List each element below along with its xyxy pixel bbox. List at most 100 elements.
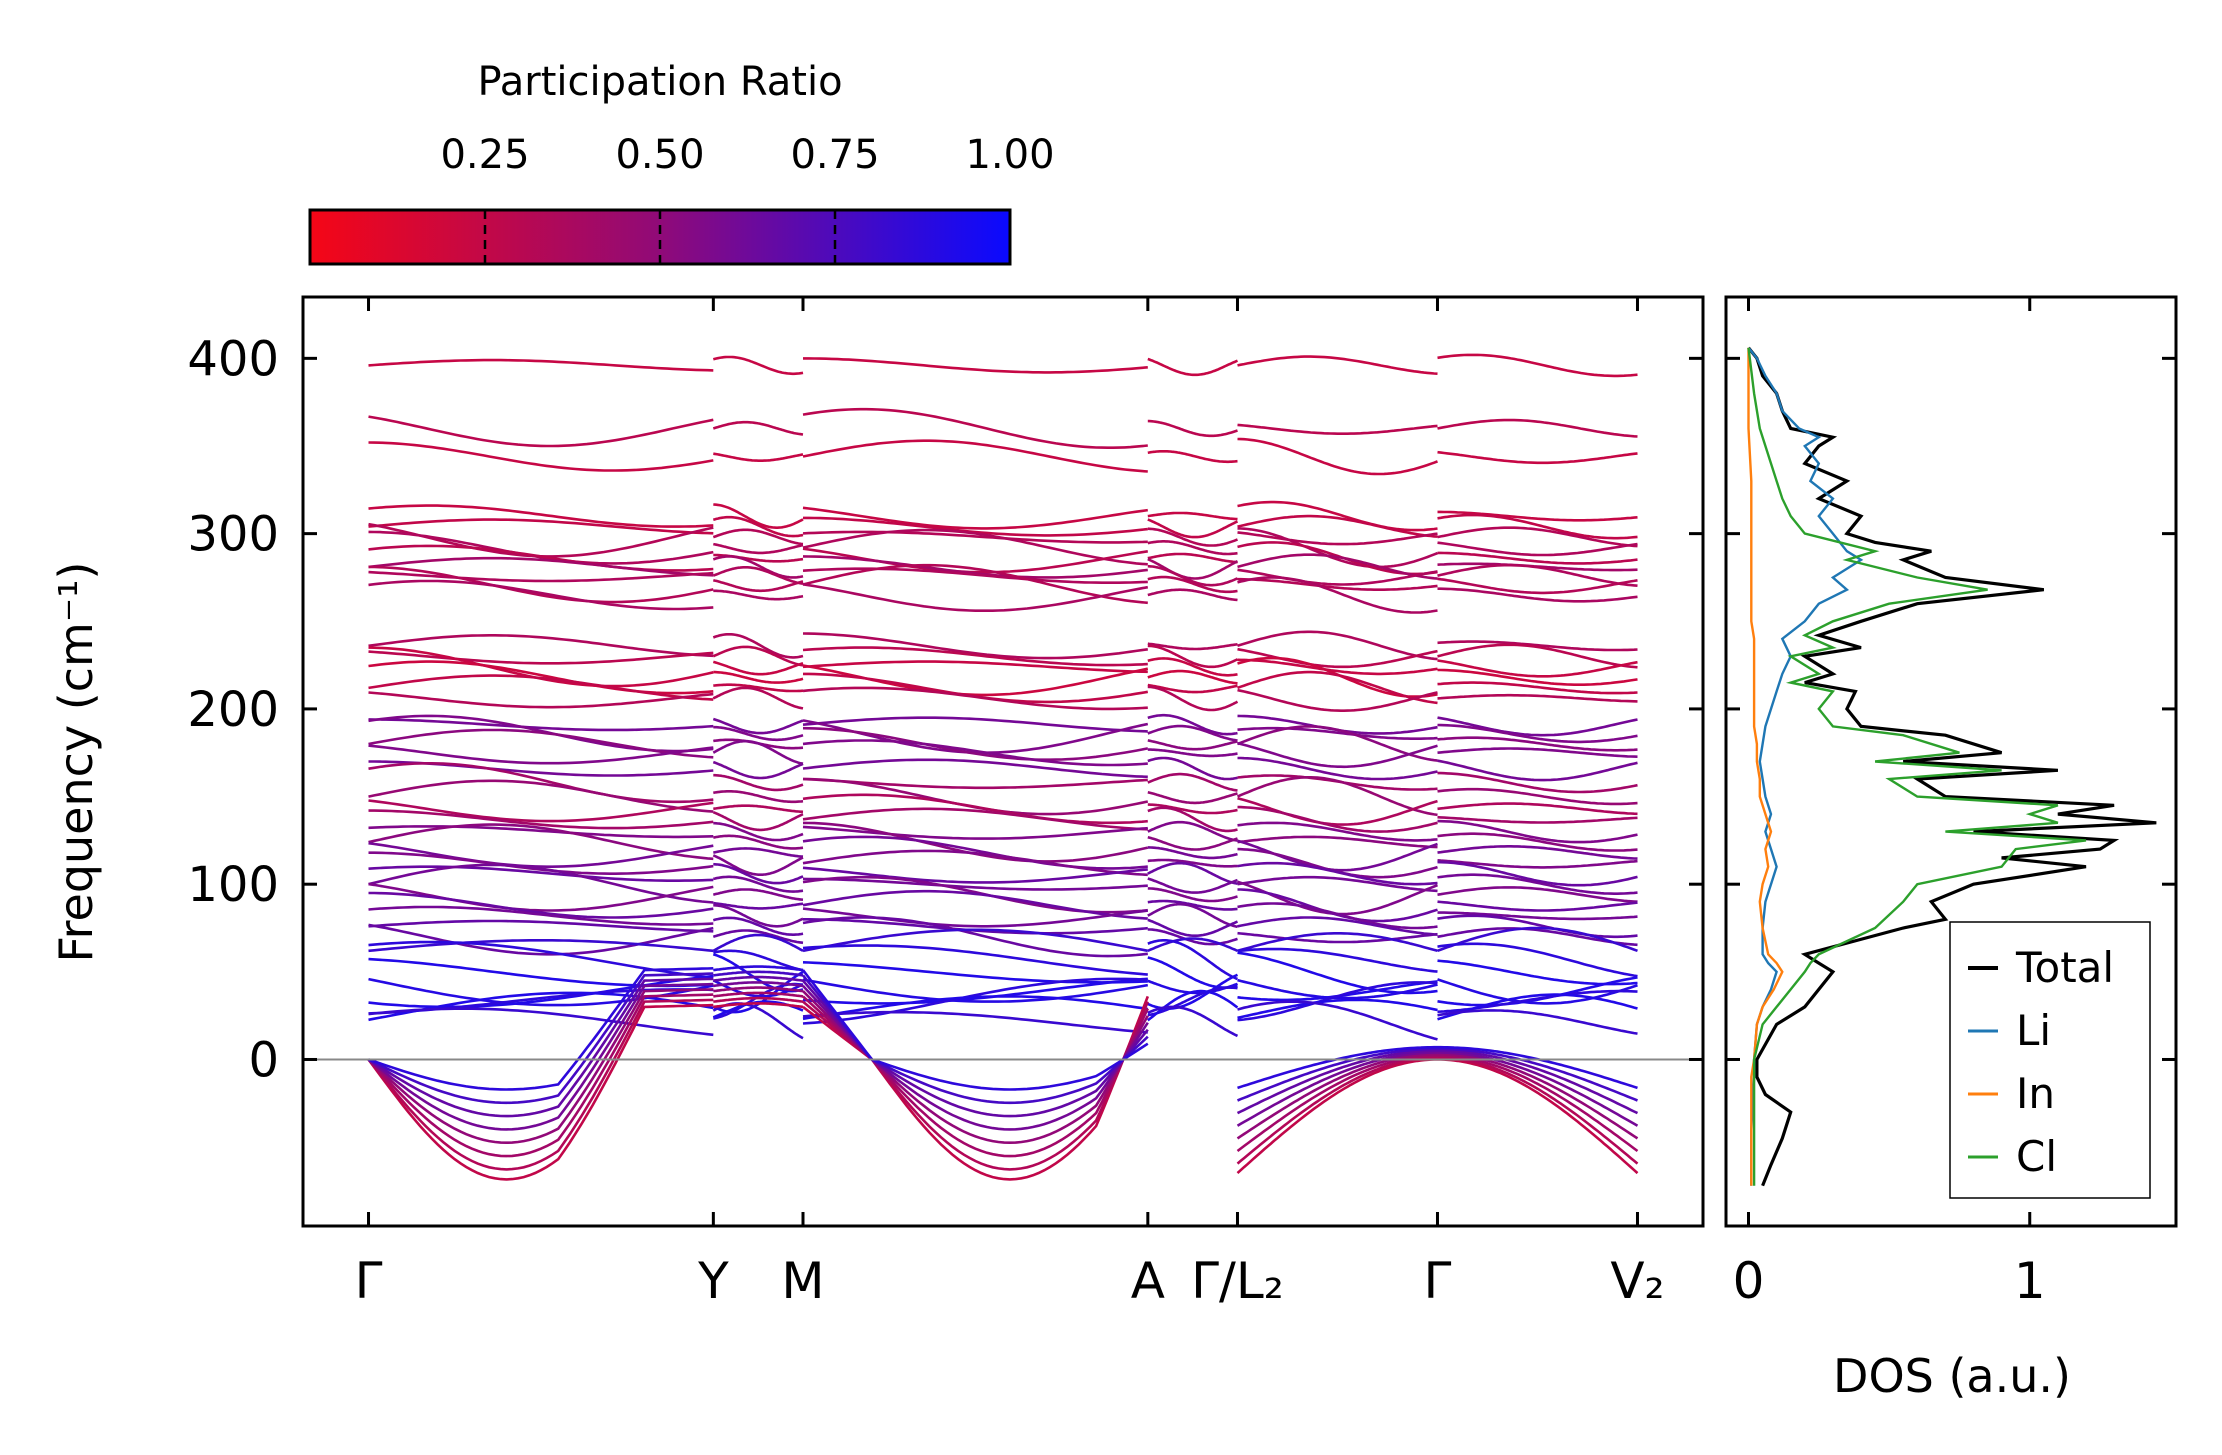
band-line xyxy=(712,633,804,659)
band-line xyxy=(368,415,714,448)
band-line xyxy=(1437,771,1638,794)
band-line xyxy=(1147,552,1238,564)
band-line xyxy=(1147,657,1238,677)
band-line xyxy=(1237,688,1438,712)
band-line xyxy=(1437,693,1638,703)
dos-lines xyxy=(1747,346,2157,1187)
band-line xyxy=(802,777,1148,790)
band-line xyxy=(368,799,714,823)
band-line xyxy=(1237,726,1438,740)
k-point-label: A xyxy=(1131,1252,1165,1310)
colorbar-tick-label: 0.25 xyxy=(440,132,529,178)
band-line xyxy=(802,889,1148,920)
band-line xyxy=(368,691,714,709)
band-line xyxy=(1147,939,1238,981)
band-line xyxy=(712,355,804,376)
band-line xyxy=(1147,820,1238,842)
band-line xyxy=(712,854,804,876)
band-line xyxy=(1237,916,1438,936)
band-line xyxy=(1237,998,1438,1020)
band-line xyxy=(1437,873,1638,895)
colorbar-tick-label: 1.00 xyxy=(965,132,1054,178)
dos-line-cl xyxy=(1747,347,2087,1186)
band-line xyxy=(1237,947,1438,973)
soft-mode-line xyxy=(1236,1052,1438,1140)
band-line xyxy=(1437,900,1638,912)
band-line xyxy=(1237,355,1438,375)
band-line xyxy=(713,804,804,814)
band-line xyxy=(1237,880,1438,916)
band-line xyxy=(1146,989,1239,1022)
soft-mode-line xyxy=(1437,1052,1639,1140)
legend-label: Li xyxy=(2016,1006,2051,1055)
band-line xyxy=(1147,588,1238,602)
band-line xyxy=(368,865,714,882)
band-line xyxy=(712,739,804,765)
dos-plot-frame xyxy=(1724,295,2178,1228)
band-line xyxy=(1147,835,1238,851)
band-line xyxy=(1437,1009,1638,1035)
band-line xyxy=(1437,668,1638,686)
band-line xyxy=(368,939,714,953)
band-line xyxy=(1147,644,1239,669)
band-line xyxy=(802,407,1148,449)
soft-mode-line xyxy=(367,977,714,1118)
band-line xyxy=(1437,513,1638,540)
soft-mode-line xyxy=(1437,1049,1639,1115)
band-line xyxy=(712,645,804,667)
dos-line-in xyxy=(1747,347,1784,1186)
colorbar-title: Participation Ratio xyxy=(477,59,842,105)
band-line xyxy=(713,821,804,842)
band-line xyxy=(712,578,804,593)
soft-mode-line xyxy=(1437,1047,1638,1102)
soft-mode-line xyxy=(713,991,804,998)
band-line xyxy=(1437,926,1638,953)
band-line xyxy=(1237,514,1438,538)
band-line xyxy=(802,646,1148,667)
band-line xyxy=(1147,986,1238,1017)
band-line xyxy=(802,583,1149,612)
band-line xyxy=(368,919,714,933)
soft-mode-line xyxy=(1236,1051,1438,1127)
band-line xyxy=(1437,716,1638,737)
band-line xyxy=(368,762,714,804)
band-line xyxy=(802,506,1148,530)
band-line xyxy=(1437,886,1638,903)
soft-mode-line xyxy=(1236,1058,1438,1175)
band-line xyxy=(1437,659,1638,678)
soft-mode-line xyxy=(713,981,804,988)
band-line xyxy=(712,760,804,780)
band-line xyxy=(802,660,1148,674)
band-line xyxy=(1147,419,1238,438)
band-line xyxy=(802,716,1148,733)
band-line xyxy=(1437,832,1638,852)
band-line xyxy=(802,978,1149,1003)
band-line xyxy=(368,570,714,583)
band-line xyxy=(802,928,1149,953)
dos-x-tick-label: 0 xyxy=(1733,1252,1765,1310)
band-line xyxy=(802,563,1148,605)
band-line xyxy=(802,825,1148,840)
band-line xyxy=(1437,640,1638,652)
band-line xyxy=(713,875,804,893)
y-tick-label: 400 xyxy=(187,331,279,387)
band-line xyxy=(802,530,1148,544)
band-line xyxy=(1437,723,1638,744)
band-line xyxy=(1437,993,1638,1021)
band-line xyxy=(1437,819,1638,844)
band-line xyxy=(1147,877,1238,894)
y-axis-label: Frequency (cm⁻¹) xyxy=(49,562,103,963)
soft-mode-line xyxy=(1236,1049,1438,1115)
band-line xyxy=(1147,858,1238,868)
band-line xyxy=(713,862,804,885)
band-line xyxy=(1237,725,1438,762)
band-line xyxy=(713,847,804,858)
soft-mode-line xyxy=(1437,1056,1639,1165)
soft-mode-line xyxy=(1437,1051,1639,1127)
band-line xyxy=(1147,791,1238,805)
band-line xyxy=(713,903,804,928)
band-line xyxy=(1237,500,1438,532)
band-structure-panel: 0 100 200 300 400 Γ Y M A Γ/L₂ Γ V₂ Frequency (cm⁻¹… xyxy=(49,295,1705,1310)
band-line xyxy=(802,877,1148,891)
band-line xyxy=(1147,772,1238,792)
